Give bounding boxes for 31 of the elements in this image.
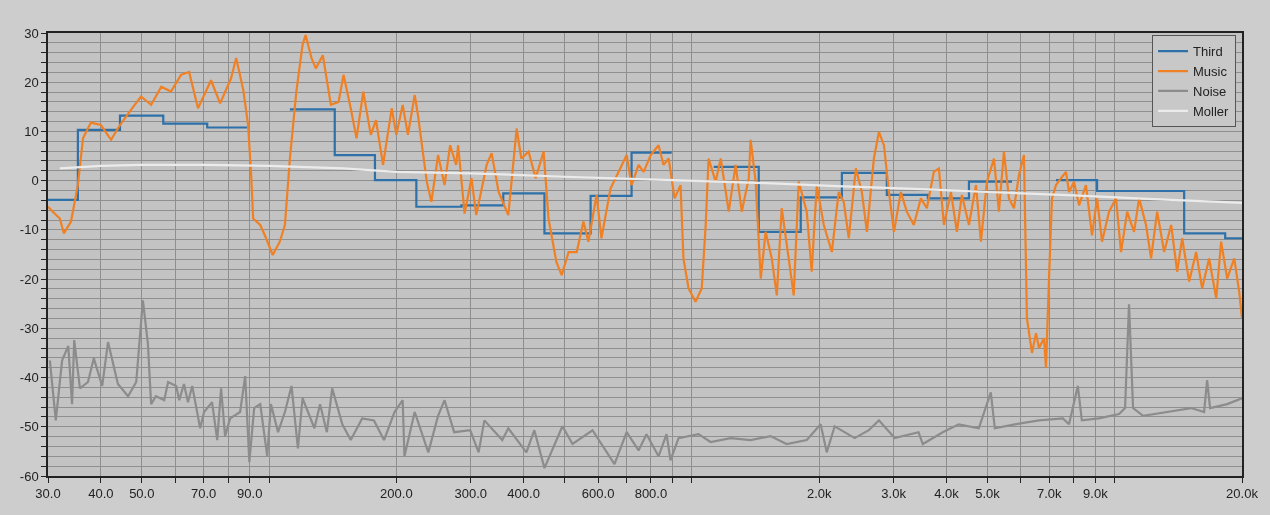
x-tick-label: 600.0: [581, 486, 615, 502]
y-tick-label: 0: [31, 173, 39, 189]
x-tick-label: 400.0: [507, 486, 540, 502]
legend-label: Noise: [1193, 84, 1227, 100]
legend-label: Third: [1193, 44, 1223, 60]
x-tick-label: 800.0: [634, 486, 668, 502]
x-tick-label: 2.0k: [806, 486, 832, 502]
x-tick-label: 300.0: [454, 486, 488, 502]
y-tick-label: 20: [24, 74, 39, 90]
x-tick-label: 40.0: [88, 486, 114, 502]
y-tick-label: -50: [19, 419, 39, 435]
x-tick-label: 4.0k: [934, 486, 960, 502]
legend-label: Music: [1193, 64, 1228, 80]
y-tick-label: 30: [24, 25, 39, 41]
y-tick-label: -10: [19, 222, 39, 238]
y-tick-label: -20: [19, 271, 39, 287]
x-tick-label: 3.0k: [881, 486, 907, 502]
legend-label: Moller: [1193, 103, 1230, 119]
y-tick-label: -40: [19, 370, 39, 386]
y-tick-label: -60: [19, 468, 39, 484]
y-tick-label: -30: [19, 320, 39, 336]
x-tick-label: 50.0: [129, 486, 155, 502]
x-tick-label: 5.0k: [975, 486, 1001, 502]
x-tick-label: 20.0k: [1226, 486, 1259, 502]
x-tick-label: 30.0: [35, 486, 61, 502]
x-tick-label: 7.0k: [1036, 486, 1062, 502]
x-tick-label: 9.0k: [1083, 486, 1109, 502]
x-tick-label: 200.0: [380, 486, 413, 502]
x-tick-label: 70.0: [190, 486, 217, 502]
y-tick-label: 10: [24, 123, 39, 139]
x-tick-label: 90.0: [237, 486, 263, 502]
